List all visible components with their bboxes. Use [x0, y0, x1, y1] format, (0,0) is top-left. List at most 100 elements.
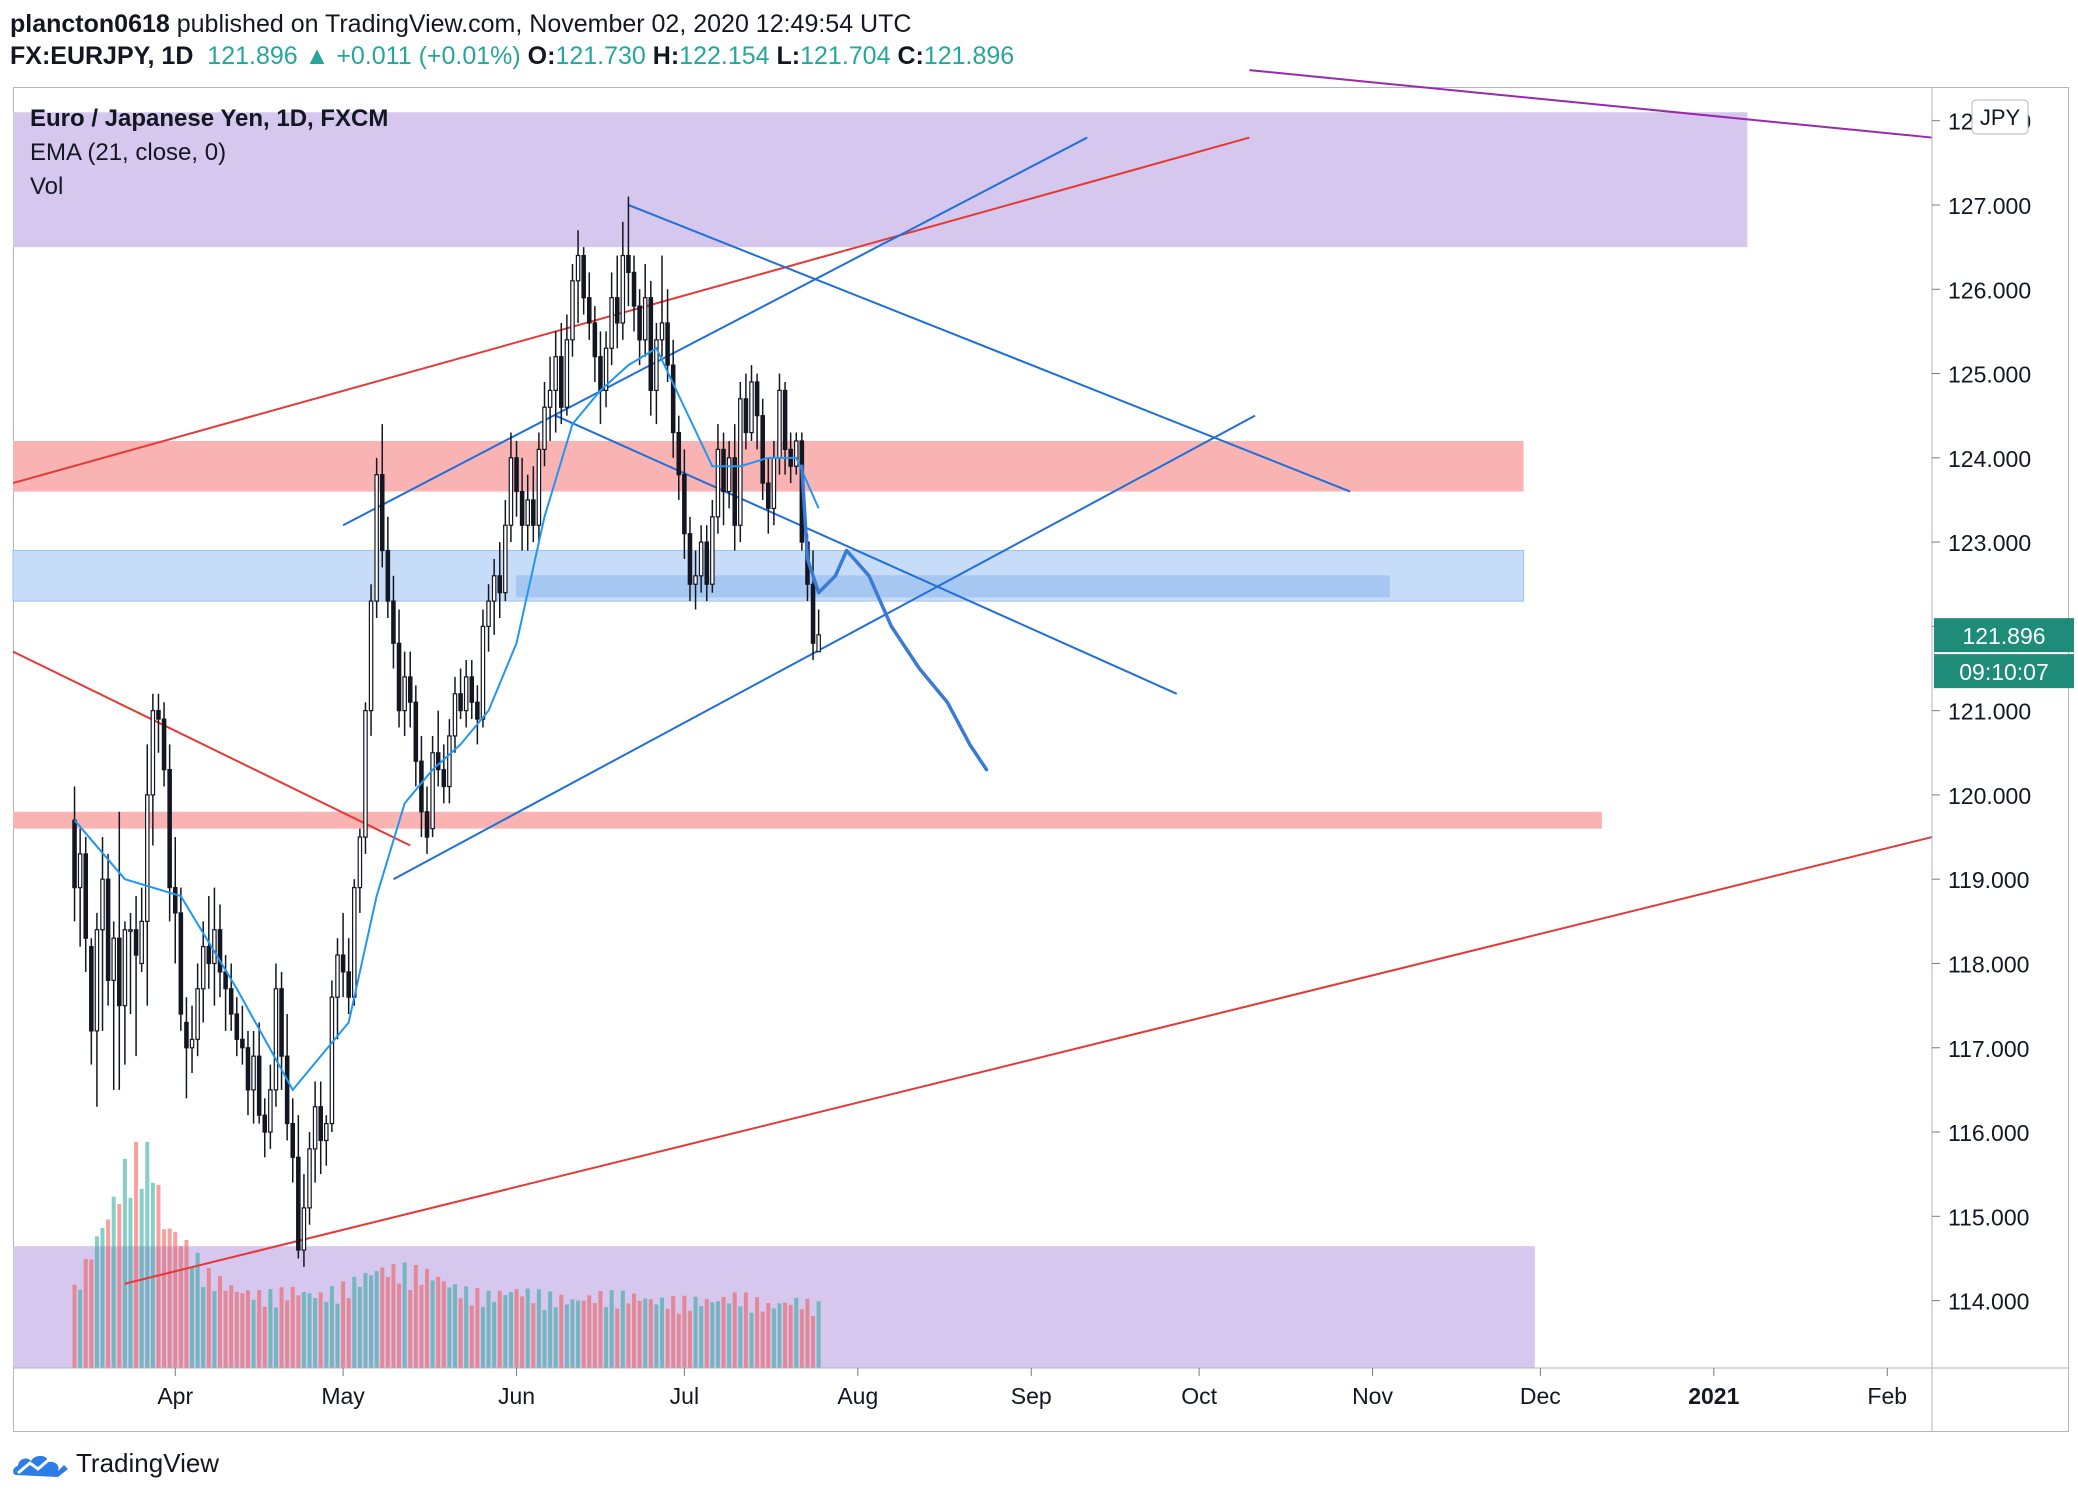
volume-bar [251, 1299, 256, 1368]
candle-body [441, 769, 447, 788]
high-label: H: [652, 42, 680, 70]
candle-body [279, 988, 284, 1057]
candle-body [419, 760, 424, 813]
chart-frame [13, 87, 2069, 1432]
x-tick-label: May [321, 1383, 365, 1409]
candle-body [754, 381, 760, 417]
volume-bar [357, 1286, 362, 1368]
volume-bar [598, 1291, 603, 1368]
candle-body [318, 1106, 323, 1142]
candle-body [659, 322, 665, 341]
candle-body [508, 457, 514, 526]
legend-ema[interactable]: EMA (21, close, 0) [30, 139, 227, 166]
change-value: +0.011 (+0.01%) [336, 42, 521, 70]
candle-body [447, 735, 452, 788]
candle-body [346, 971, 351, 998]
legend-title[interactable]: Euro / Japanese Yen, 1D, FXCM [30, 105, 389, 132]
candle-body [570, 280, 575, 341]
legend-volume[interactable]: Vol [30, 173, 64, 200]
y-tick-label: 120.000 [1948, 783, 2031, 809]
volume-bar [106, 1219, 111, 1368]
trendline-purple [1249, 69, 1933, 139]
candle-body [133, 929, 139, 956]
candle-body [793, 440, 799, 467]
candle-body [178, 912, 184, 1015]
candles-layer [72, 196, 821, 1267]
volume-bar [329, 1286, 334, 1368]
volume-bar [687, 1310, 692, 1368]
candle-body [228, 988, 234, 1015]
candle-body [497, 575, 503, 594]
volume-bar [587, 1295, 592, 1368]
candle-body [290, 1122, 296, 1158]
candle-body [89, 946, 94, 1032]
tradingview-cloud-icon [13, 1455, 68, 1477]
x-tick-label: Jun [498, 1383, 535, 1409]
volume-bar [805, 1298, 810, 1368]
axes-layer: 114.000 115.000 116.000 117.000 118.000 119.0… [13, 87, 2074, 1432]
volume-bar [659, 1297, 665, 1368]
volume-bar [615, 1308, 620, 1368]
candle-body [212, 929, 217, 965]
volume-bar [229, 1285, 234, 1368]
candle-body [698, 541, 704, 577]
y-tick-label: 125.000 [1948, 362, 2031, 388]
author-name[interactable]: plancton0618 [10, 10, 170, 38]
volume-bar [83, 1258, 88, 1368]
candle-body [648, 297, 654, 391]
y-tick-label: 123.000 [1948, 530, 2031, 556]
candle-body [682, 474, 687, 535]
volume-bar [699, 1306, 704, 1368]
volume-bar [626, 1303, 631, 1368]
candle-body [363, 710, 368, 838]
volume-bar [201, 1287, 206, 1368]
volume-bar [643, 1298, 648, 1368]
volume-bar [72, 1284, 77, 1368]
volume-bar [285, 1300, 290, 1368]
volume-bar [111, 1196, 116, 1368]
volume-bar [721, 1296, 726, 1368]
volume-bar [257, 1290, 262, 1368]
y-tick-label: 115.000 [1948, 1204, 2029, 1230]
volume-bar [514, 1289, 519, 1368]
candle-body [374, 474, 379, 602]
candle-body [430, 752, 435, 830]
candle-body [631, 271, 637, 307]
volume-bar [743, 1292, 748, 1368]
price-tag [1934, 618, 2074, 653]
candle-body [340, 954, 346, 973]
volume-bar [671, 1296, 676, 1368]
volume-bar [788, 1304, 793, 1368]
trendline-red [12, 650, 411, 847]
candle-body [301, 1207, 307, 1251]
last-price: 121.896 [207, 42, 298, 70]
candle-body [144, 794, 150, 922]
candle-body [777, 389, 782, 459]
trendline-blue [342, 136, 1088, 527]
volume-bar [352, 1276, 357, 1368]
candle-body [72, 819, 77, 889]
candle-body [710, 516, 715, 585]
volume-bar [637, 1300, 642, 1368]
volume-bar [665, 1308, 670, 1368]
volume-bar [363, 1273, 368, 1368]
volume-bar [374, 1271, 379, 1368]
candle-body [670, 364, 676, 434]
tradingview-logo[interactable]: TradingView [12, 1448, 219, 1479]
volume-bar [206, 1268, 211, 1368]
candle-body [352, 887, 357, 998]
volume-bar [458, 1298, 463, 1368]
y-tick-label: 121.000 [1948, 699, 2031, 725]
candle-body [603, 347, 609, 391]
zones-layer [12, 112, 1748, 1368]
volume-bar [553, 1307, 558, 1368]
volume-bar [413, 1264, 418, 1368]
volume-bar [520, 1296, 525, 1368]
volume-bar [100, 1227, 105, 1368]
volume-bar [469, 1305, 474, 1368]
volume-bar [385, 1276, 390, 1368]
ema-line [73, 346, 820, 1092]
x-tick-label: 2021 [1688, 1383, 1739, 1409]
volume-bar [279, 1287, 284, 1368]
